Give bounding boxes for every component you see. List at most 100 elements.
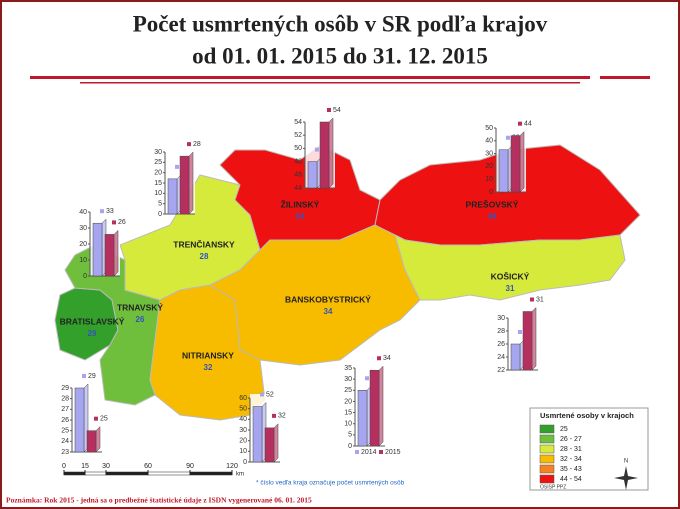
region-name: PREŠOVSKÝ xyxy=(466,198,519,209)
bar xyxy=(510,135,521,193)
y-tick-label: 15 xyxy=(154,180,162,187)
region-name: TRNAVSKÝ xyxy=(117,301,163,312)
legend-swatch xyxy=(539,424,555,434)
bar xyxy=(498,149,509,193)
y-tick-label: 24 xyxy=(61,438,69,445)
scale-segment xyxy=(84,471,107,476)
y-tick-label: 44 xyxy=(294,185,302,192)
y-tick-label: 40 xyxy=(239,416,247,423)
bar xyxy=(167,178,178,215)
y-tick-label: 10 xyxy=(485,176,493,183)
region-name: TRENČIANSKY xyxy=(173,238,235,249)
y-tick-label: 0 xyxy=(83,273,87,280)
y-tick-label: 46 xyxy=(294,172,302,179)
region-count: 31 xyxy=(506,284,515,293)
bar-side xyxy=(328,117,334,189)
region-name: BRATISLAVSKÝ xyxy=(60,315,125,326)
value-label: 28 xyxy=(193,141,201,148)
y-tick-label: 50 xyxy=(294,145,302,152)
region-name: KOŠICKÝ xyxy=(491,270,530,281)
value-label: 29 xyxy=(88,373,96,380)
y-tick-label: 5 xyxy=(348,432,352,439)
y-tick-label: 30 xyxy=(239,427,247,434)
region-name: BANSKOBYSTRICKÝ xyxy=(285,293,371,304)
y-tick-label: 25 xyxy=(154,159,162,166)
bar-side xyxy=(113,229,119,277)
scale-unit: km xyxy=(236,472,244,478)
scale-label: 15 xyxy=(81,463,89,470)
y-tick-label: 48 xyxy=(294,158,302,165)
legend-label: 25 xyxy=(560,426,568,433)
value-swatch xyxy=(327,108,331,112)
footer: Poznámka: Rok 2015 - jedná sa o predbežn… xyxy=(6,496,312,505)
legend-swatch xyxy=(539,454,555,464)
value-label: 26 xyxy=(118,219,126,226)
mini-charts: 23 24 25 26 27 28 29 29 25 0 10 20 30 40 33 26 0 5 10 15 20 2… xyxy=(61,107,544,466)
value-label: 25 xyxy=(100,416,108,423)
bar xyxy=(522,311,533,371)
value-swatch xyxy=(100,209,104,214)
y-tick-label: 50 xyxy=(485,125,493,132)
value-label: 31 xyxy=(536,296,544,303)
region-count: 26 xyxy=(136,315,145,324)
scale-label: 120 xyxy=(226,463,238,470)
series-swatch xyxy=(355,450,359,454)
y-tick-label: 30 xyxy=(154,149,162,156)
value-swatch xyxy=(530,297,534,302)
y-tick-label: 20 xyxy=(239,438,247,445)
legend-label: 44 - 54 xyxy=(560,476,582,483)
bar xyxy=(264,427,275,463)
y-tick-label: 15 xyxy=(344,409,352,416)
value-swatch xyxy=(82,374,86,378)
bar-side xyxy=(95,426,101,453)
series-swatch xyxy=(379,450,383,454)
value-swatch xyxy=(272,413,276,418)
bar xyxy=(307,161,318,189)
y-tick-label: 25 xyxy=(61,428,69,435)
y-tick-label: 35 xyxy=(344,365,352,372)
y-tick-label: 20 xyxy=(79,241,87,248)
y-tick-label: 5 xyxy=(158,201,162,208)
bar xyxy=(179,155,190,215)
y-tick-label: 0 xyxy=(158,211,162,218)
region-count: 44 xyxy=(488,212,497,221)
bar xyxy=(510,343,521,371)
legend-label: 26 - 27 xyxy=(560,436,582,443)
legend-swatch xyxy=(539,434,555,444)
region-count: 34 xyxy=(324,307,333,316)
value-label: 32 xyxy=(278,413,286,420)
compass: N xyxy=(614,459,638,490)
y-tick-label: 26 xyxy=(497,341,505,348)
subtitle: od 01. 01. 2015 do 31. 12. 2015 xyxy=(192,43,488,68)
scale-label: 0 xyxy=(62,463,66,470)
y-tick-label: 23 xyxy=(61,449,69,456)
y-tick-label: 50 xyxy=(239,406,247,413)
y-tick-label: 30 xyxy=(497,315,505,322)
title-rule xyxy=(80,82,580,84)
svg-text:N: N xyxy=(624,459,628,465)
legend-title: Usmrtené osoby v krajoch xyxy=(540,411,634,420)
region-count: 32 xyxy=(204,363,213,372)
y-tick-label: 20 xyxy=(154,170,162,177)
value-swatch xyxy=(260,392,264,397)
bar-side xyxy=(531,306,537,371)
y-tick-label: 29 xyxy=(61,385,69,392)
y-tick-label: 22 xyxy=(497,367,505,374)
y-tick-label: 0 xyxy=(348,443,352,450)
bar xyxy=(357,390,368,447)
y-tick-label: 27 xyxy=(61,406,69,413)
y-tick-label: 20 xyxy=(344,398,352,405)
value-swatch xyxy=(518,121,522,126)
bar-side xyxy=(378,365,384,447)
bar-side xyxy=(519,131,525,193)
title-rule xyxy=(600,76,650,79)
map xyxy=(54,144,641,421)
value-label: 33 xyxy=(106,208,114,215)
value-swatch xyxy=(506,135,510,140)
y-tick-label: 30 xyxy=(485,150,493,157)
bar xyxy=(86,430,97,453)
y-tick-label: 0 xyxy=(243,459,247,466)
region-name: ŽILINSKÝ xyxy=(281,198,320,209)
region-name: NITRIANSKY xyxy=(182,350,234,360)
